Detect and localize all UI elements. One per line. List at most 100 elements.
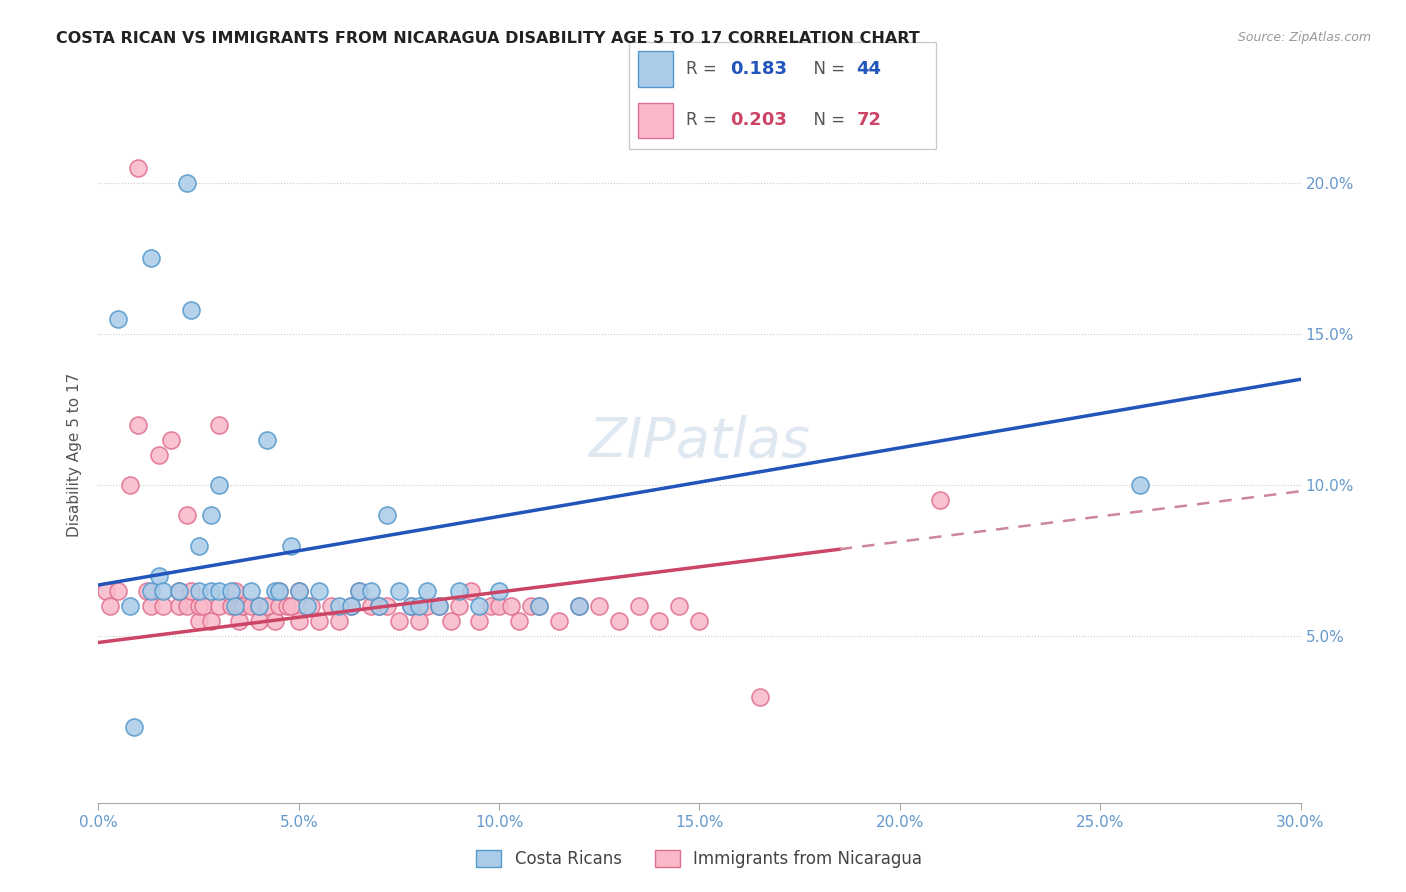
Point — [263, 615, 285, 629]
Point — [128, 417, 150, 432]
Point — [228, 599, 250, 614]
Point — [288, 584, 311, 599]
Point — [187, 615, 209, 629]
Point — [219, 584, 242, 599]
Point — [648, 615, 671, 629]
Point — [588, 599, 610, 614]
Point — [152, 584, 174, 599]
Point — [340, 599, 363, 614]
Point — [200, 615, 222, 629]
Point — [529, 599, 551, 614]
Point — [128, 161, 150, 175]
Point — [280, 599, 302, 614]
Point — [167, 584, 190, 599]
FancyBboxPatch shape — [628, 42, 936, 149]
Point — [256, 599, 278, 614]
Point — [360, 599, 382, 614]
Point — [139, 599, 162, 614]
Point — [447, 599, 470, 614]
Point — [159, 433, 181, 447]
Text: N =: N = — [803, 111, 851, 128]
Point — [568, 599, 591, 614]
FancyBboxPatch shape — [638, 103, 673, 138]
Point — [308, 615, 330, 629]
Point — [247, 615, 270, 629]
Point — [228, 615, 250, 629]
Point — [347, 584, 370, 599]
Text: 72: 72 — [856, 111, 882, 128]
Point — [167, 599, 190, 614]
Point — [187, 599, 209, 614]
Point — [408, 615, 430, 629]
Point — [96, 584, 118, 599]
Point — [232, 599, 254, 614]
Point — [548, 615, 571, 629]
Point — [107, 584, 129, 599]
Point — [276, 599, 298, 614]
Point — [328, 615, 350, 629]
Y-axis label: Disability Age 5 to 17: Disability Age 5 to 17 — [67, 373, 83, 537]
Point — [120, 599, 142, 614]
Text: Source: ZipAtlas.com: Source: ZipAtlas.com — [1237, 31, 1371, 45]
Point — [479, 599, 502, 614]
Point — [416, 599, 439, 614]
Point — [180, 302, 202, 317]
Point — [267, 584, 290, 599]
Point — [319, 599, 342, 614]
Point — [375, 508, 398, 523]
Point — [280, 539, 302, 553]
Point — [488, 584, 510, 599]
Point — [347, 584, 370, 599]
Point — [267, 599, 290, 614]
Point — [224, 599, 246, 614]
Point — [139, 252, 162, 266]
Legend: Costa Ricans, Immigrants from Nicaragua: Costa Ricans, Immigrants from Nicaragua — [470, 843, 929, 874]
Point — [375, 599, 398, 614]
Text: 0.183: 0.183 — [730, 60, 787, 78]
Point — [208, 478, 231, 492]
Point — [247, 599, 270, 614]
Point — [440, 615, 463, 629]
Point — [416, 584, 439, 599]
Point — [308, 584, 330, 599]
Point — [748, 690, 770, 704]
Point — [167, 584, 190, 599]
Point — [388, 584, 411, 599]
Point — [408, 599, 430, 614]
Point — [295, 599, 318, 614]
Point — [929, 493, 952, 508]
Point — [328, 599, 350, 614]
Text: ZIPatlas: ZIPatlas — [589, 415, 810, 467]
Point — [208, 599, 231, 614]
Point — [288, 584, 311, 599]
Point — [120, 478, 142, 492]
Text: 0.203: 0.203 — [730, 111, 787, 128]
Point — [689, 615, 711, 629]
Point — [187, 539, 209, 553]
Point — [135, 584, 157, 599]
Point — [256, 433, 278, 447]
Point — [124, 720, 146, 734]
Point — [488, 599, 510, 614]
Point — [224, 584, 246, 599]
Point — [628, 599, 651, 614]
Point — [148, 569, 170, 583]
Point — [399, 599, 422, 614]
Point — [152, 599, 174, 614]
Text: R =: R = — [686, 111, 721, 128]
Point — [107, 311, 129, 326]
Point — [1129, 478, 1152, 492]
Point — [239, 584, 262, 599]
Point — [460, 584, 482, 599]
Text: N =: N = — [803, 60, 851, 78]
Point — [267, 584, 290, 599]
Point — [148, 448, 170, 462]
Text: 44: 44 — [856, 60, 882, 78]
Point — [208, 417, 231, 432]
Point — [427, 599, 450, 614]
Point — [388, 615, 411, 629]
Point — [176, 176, 198, 190]
Point — [508, 615, 530, 629]
Point — [100, 599, 122, 614]
Point — [288, 615, 311, 629]
